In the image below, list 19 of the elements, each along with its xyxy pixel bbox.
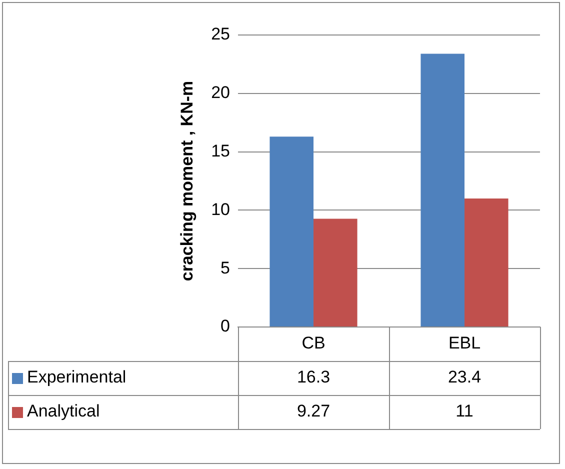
y-tick-label: 25 [211,24,230,44]
legend-label: Experimental [27,368,126,387]
y-axis-title: cracking moment , KN-m [178,80,197,282]
data-label: 11 [456,402,474,421]
bar [420,54,464,326]
y-tick-label: 15 [211,141,230,160]
legend-label: Analytical [27,402,100,421]
bar [270,136,314,326]
x-tick-label: EBL [448,334,481,353]
data-label: 23.4 [448,368,482,387]
bar [464,198,508,326]
x-tick-label: CB [302,334,326,353]
y-tick-label: 5 [220,258,230,278]
data-label: 9.27 [296,402,330,421]
data-label: 16.3 [296,368,330,387]
y-tick-label: 10 [211,200,230,219]
y-tick-label: 20 [211,83,230,102]
y-tick-label: 0 [220,316,230,336]
bar [314,218,358,326]
